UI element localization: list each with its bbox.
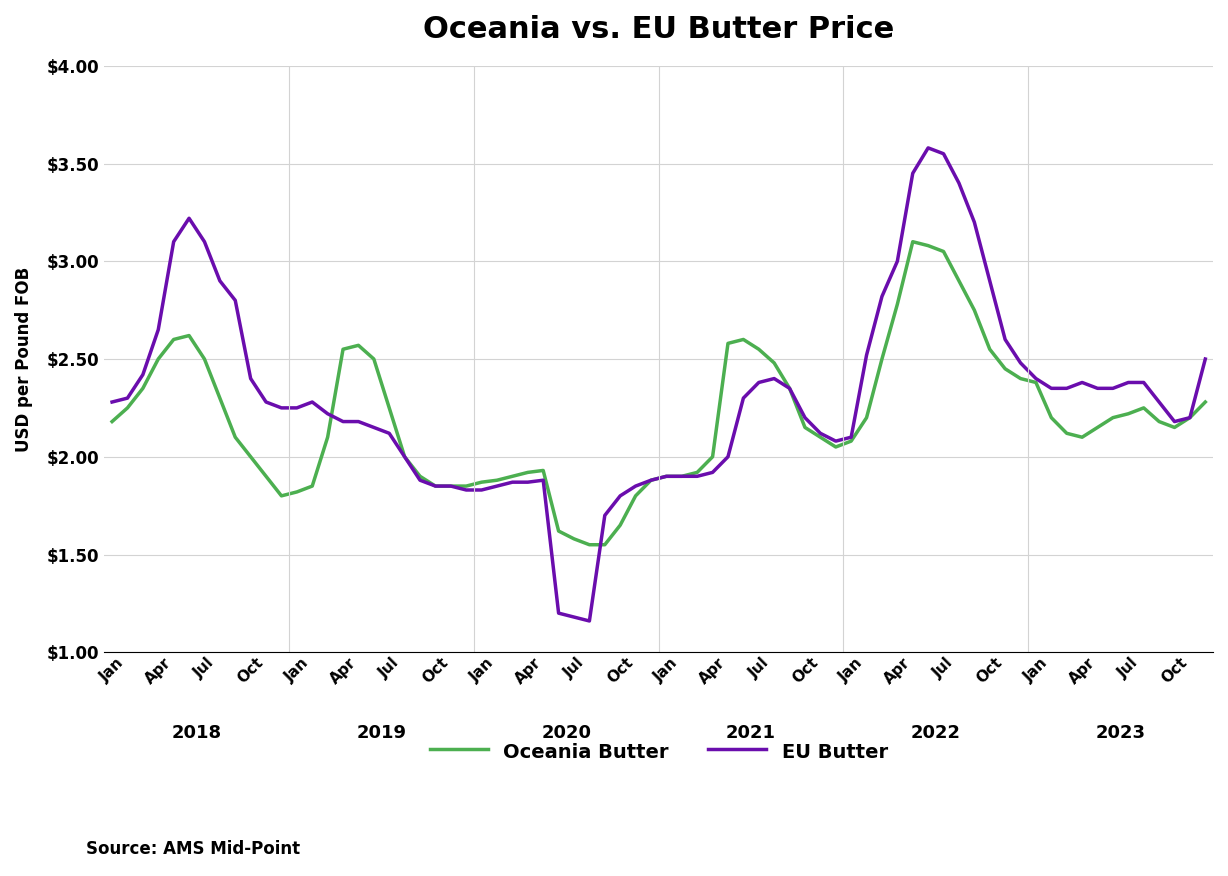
Text: Source: AMS Mid-Point: Source: AMS Mid-Point — [86, 840, 300, 858]
Oceania Butter — [474, 477, 489, 487]
Text: 2021: 2021 — [726, 724, 776, 743]
EU Butter — [1136, 378, 1151, 388]
Text: 2020: 2020 — [542, 724, 592, 743]
EU Butter — [1199, 354, 1213, 364]
Oceania Butter — [1199, 397, 1213, 407]
Line: Oceania Butter: Oceania Butter — [112, 242, 1206, 545]
EU Butter — [474, 484, 489, 495]
EU Butter — [582, 616, 597, 626]
Text: 2018: 2018 — [172, 724, 222, 743]
EU Butter — [921, 143, 936, 153]
EU Butter — [104, 397, 119, 407]
Oceania Butter — [860, 413, 874, 423]
Line: EU Butter: EU Butter — [112, 148, 1206, 621]
Oceania Butter — [736, 335, 750, 345]
EU Butter — [813, 428, 828, 439]
Oceania Butter — [905, 237, 920, 247]
Title: Oceania vs. EU Butter Price: Oceania vs. EU Butter Price — [424, 15, 894, 44]
Oceania Butter — [259, 471, 274, 482]
Oceania Butter — [582, 540, 597, 550]
Text: 2022: 2022 — [911, 724, 960, 743]
Oceania Butter — [104, 416, 119, 427]
Text: 2023: 2023 — [1095, 724, 1146, 743]
Oceania Butter — [1136, 403, 1151, 413]
Oceania Butter — [813, 432, 828, 442]
Legend: Oceania Butter, EU Butter: Oceania Butter, EU Butter — [421, 732, 895, 772]
EU Butter — [259, 397, 274, 407]
Y-axis label: USD per Pound FOB: USD per Pound FOB — [15, 266, 33, 452]
EU Butter — [736, 392, 750, 403]
EU Butter — [860, 350, 874, 360]
Text: 2019: 2019 — [356, 724, 406, 743]
